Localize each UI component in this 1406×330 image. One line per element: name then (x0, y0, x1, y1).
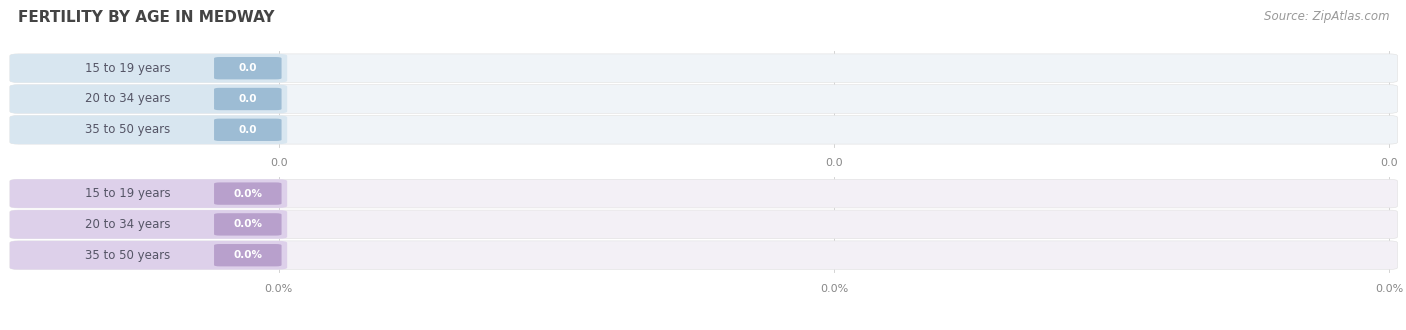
FancyBboxPatch shape (214, 213, 281, 236)
FancyBboxPatch shape (10, 210, 1398, 239)
FancyBboxPatch shape (214, 244, 281, 266)
Text: 0.0%: 0.0% (1375, 284, 1403, 294)
FancyBboxPatch shape (214, 88, 281, 110)
Text: 0.0%: 0.0% (264, 284, 292, 294)
Text: 0.0: 0.0 (239, 94, 257, 104)
Text: FERTILITY BY AGE IN MEDWAY: FERTILITY BY AGE IN MEDWAY (18, 10, 274, 25)
Text: 0.0: 0.0 (239, 63, 257, 73)
FancyBboxPatch shape (10, 54, 1398, 82)
FancyBboxPatch shape (10, 179, 1398, 208)
Text: 0.0%: 0.0% (233, 250, 263, 260)
FancyBboxPatch shape (214, 118, 281, 141)
FancyBboxPatch shape (10, 115, 1398, 144)
Text: 35 to 50 years: 35 to 50 years (84, 249, 170, 262)
FancyBboxPatch shape (10, 115, 287, 144)
FancyBboxPatch shape (10, 54, 287, 82)
FancyBboxPatch shape (10, 179, 287, 208)
FancyBboxPatch shape (10, 241, 287, 270)
Text: 0.0: 0.0 (239, 125, 257, 135)
Text: 0.0: 0.0 (825, 158, 842, 168)
Text: 0.0: 0.0 (270, 158, 288, 168)
Text: 0.0%: 0.0% (233, 219, 263, 229)
Text: 15 to 19 years: 15 to 19 years (84, 187, 170, 200)
FancyBboxPatch shape (10, 85, 1398, 113)
FancyBboxPatch shape (10, 85, 287, 113)
Text: 35 to 50 years: 35 to 50 years (84, 123, 170, 136)
Text: Source: ZipAtlas.com: Source: ZipAtlas.com (1264, 10, 1389, 23)
FancyBboxPatch shape (214, 182, 281, 205)
Text: 0.0%: 0.0% (820, 284, 848, 294)
FancyBboxPatch shape (10, 210, 287, 239)
Text: 0.0: 0.0 (1381, 158, 1398, 168)
Text: 15 to 19 years: 15 to 19 years (84, 62, 170, 75)
FancyBboxPatch shape (10, 241, 1398, 270)
FancyBboxPatch shape (214, 57, 281, 80)
Text: 20 to 34 years: 20 to 34 years (84, 218, 170, 231)
Text: 20 to 34 years: 20 to 34 years (84, 92, 170, 106)
Text: 0.0%: 0.0% (233, 189, 263, 199)
